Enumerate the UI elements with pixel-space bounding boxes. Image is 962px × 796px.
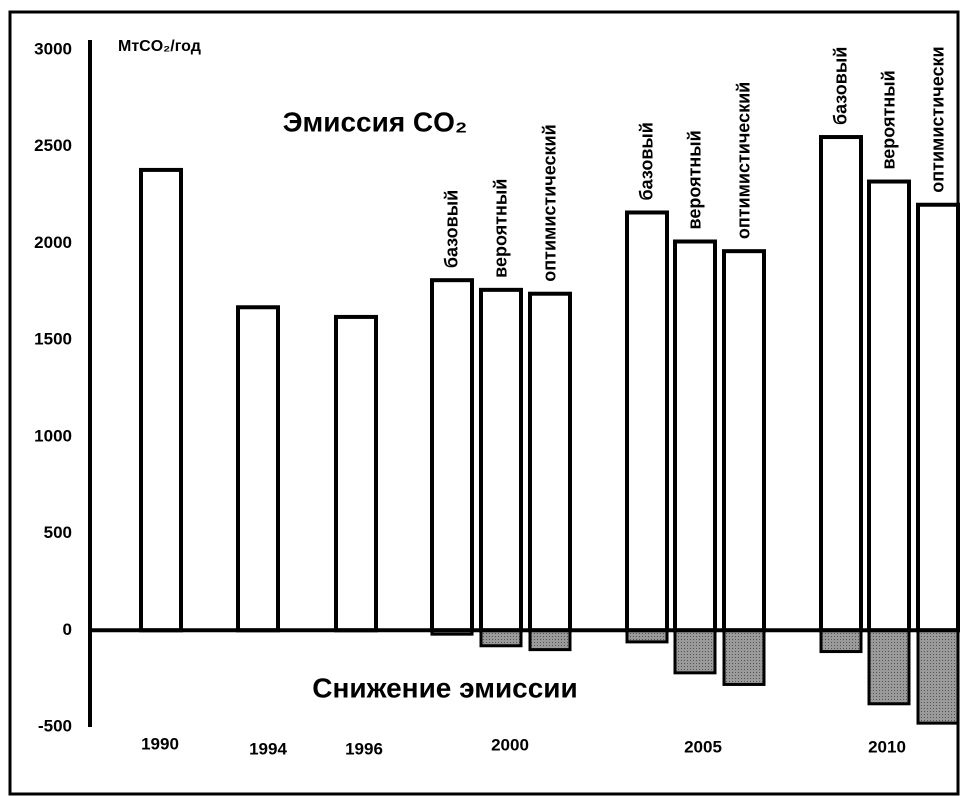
reduction-bar bbox=[916, 628, 960, 725]
bar bbox=[819, 135, 863, 633]
scenario-label: базовый bbox=[637, 122, 657, 200]
bar bbox=[334, 314, 378, 633]
y-tick-label: 1500 bbox=[34, 330, 72, 349]
scenario-label: базовый bbox=[442, 190, 462, 268]
x-tick-label: 1996 bbox=[345, 739, 383, 758]
bar bbox=[236, 305, 280, 633]
bar bbox=[479, 287, 523, 633]
reduction-bar bbox=[479, 628, 523, 648]
y-tick-label: 0 bbox=[63, 620, 72, 639]
x-tick-label: 1990 bbox=[141, 734, 179, 753]
y-tick-label: 500 bbox=[44, 523, 72, 542]
scenario-label: вероятный bbox=[491, 179, 511, 278]
bar bbox=[673, 239, 717, 633]
bar bbox=[430, 278, 474, 633]
bar bbox=[722, 249, 766, 633]
bar bbox=[625, 210, 669, 633]
x-tick-label: 2000 bbox=[491, 735, 529, 754]
y-tick-label: 2500 bbox=[34, 136, 72, 155]
bar bbox=[916, 202, 960, 633]
bar bbox=[139, 167, 183, 633]
chart-title: Эмиссия CO₂ bbox=[283, 106, 468, 137]
reduction-bar bbox=[528, 628, 572, 652]
scenario-label: оптимистический bbox=[734, 82, 754, 239]
x-tick-label: 1994 bbox=[249, 739, 287, 758]
reduction-bar bbox=[673, 628, 717, 675]
reduction-bar bbox=[722, 628, 766, 686]
y-tick-label: 2000 bbox=[34, 233, 72, 252]
reduction-bar bbox=[867, 628, 911, 706]
scenario-label: вероятный bbox=[685, 130, 705, 229]
y-tick-label: 1000 bbox=[34, 426, 72, 445]
x-tick-label: 2010 bbox=[868, 737, 906, 756]
annotation: Снижение эмиссии bbox=[312, 672, 577, 703]
scenario-label: оптимистический bbox=[540, 124, 560, 281]
bar bbox=[528, 291, 572, 633]
y-tick-label: 3000 bbox=[34, 39, 72, 58]
x-tick-label: 2005 bbox=[684, 737, 722, 756]
bar bbox=[867, 179, 911, 633]
scenario-label: вероятный bbox=[879, 70, 899, 169]
scenario-label: базовый bbox=[831, 47, 851, 125]
scenario-label: оптимистически bbox=[928, 46, 948, 192]
y-tick-label: -500 bbox=[38, 716, 72, 735]
y-axis-label: МтCO₂/год bbox=[118, 38, 201, 55]
reduction-bar bbox=[819, 628, 863, 654]
